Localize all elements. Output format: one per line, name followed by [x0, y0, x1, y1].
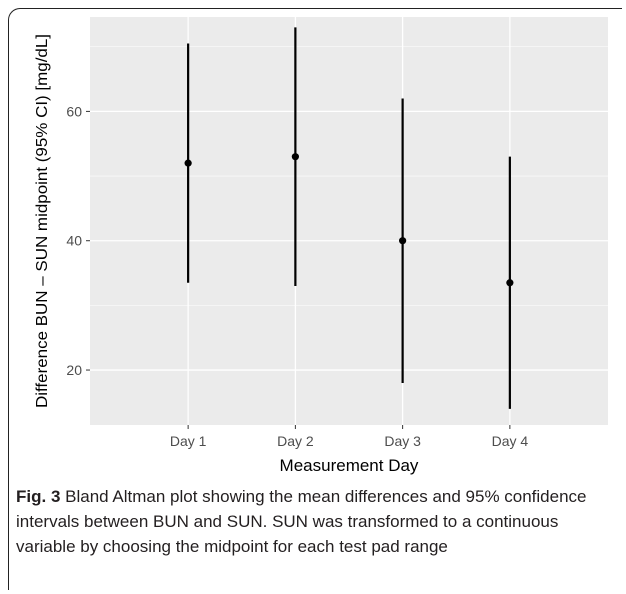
data-point: [399, 237, 407, 245]
caption-text: Bland Altman plot showing the mean diffe…: [16, 487, 587, 556]
x-tick-label: Day 3: [384, 433, 421, 449]
x-tick-labels: Day 1 Day 2 Day 3 Day 4: [170, 425, 529, 449]
caption-label: Fig. 3: [16, 487, 61, 506]
data-point: [184, 159, 192, 167]
y-tick-label: 60: [66, 103, 82, 119]
y-tick-label: 40: [66, 233, 82, 249]
figure-caption: Fig. 3 Bland Altman plot showing the mea…: [16, 484, 606, 559]
data-point: [291, 153, 299, 161]
x-axis-label: Measurement Day: [280, 456, 419, 475]
y-axis-label: Difference BUN – SUN midpoint (95% CI) […: [34, 34, 51, 408]
plot-panel: [90, 17, 608, 425]
data-marks: [184, 27, 514, 409]
figure-frame: [8, 8, 622, 590]
chart: 20 40 60 Day 1 Day 2 Day 3 Day 4 Measurement …: [34, 17, 608, 475]
x-tick-label: Day 4: [492, 433, 529, 449]
y-tick-label: 20: [66, 362, 82, 378]
x-tick-label: Day 2: [277, 433, 314, 449]
data-point: [506, 279, 514, 287]
y-tick-labels: 20 40 60: [66, 103, 90, 378]
x-tick-label: Day 1: [170, 433, 207, 449]
